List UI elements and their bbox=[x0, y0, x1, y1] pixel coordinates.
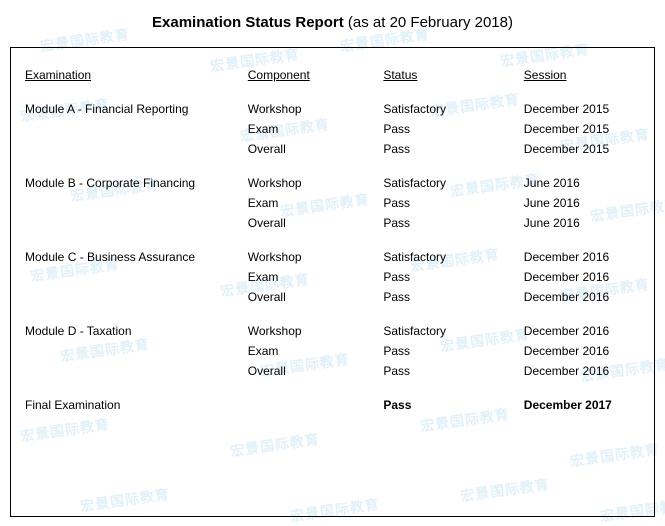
cell-examination: Module C - Business Assurance bbox=[25, 248, 248, 266]
cell-component: Exam bbox=[248, 342, 384, 360]
cell-examination bbox=[25, 268, 248, 286]
cell-status: Pass bbox=[383, 268, 523, 286]
table-row: OverallPassDecember 2015 bbox=[25, 140, 640, 158]
title-main: Examination Status Report bbox=[152, 14, 344, 31]
cell-examination: Module D - Taxation bbox=[25, 322, 248, 340]
table-row: ExamPassJune 2016 bbox=[25, 194, 640, 212]
cell-status: Pass bbox=[383, 214, 523, 232]
cell-status: Satisfactory bbox=[383, 248, 523, 266]
cell-session: June 2016 bbox=[524, 214, 640, 232]
cell-session: December 2016 bbox=[524, 268, 640, 286]
cell-examination bbox=[25, 120, 248, 138]
table-row: Module C - Business AssuranceWorkshopSat… bbox=[25, 248, 640, 266]
cell-component: Exam bbox=[248, 120, 384, 138]
cell-component: Overall bbox=[248, 140, 384, 158]
cell-examination bbox=[25, 194, 248, 212]
final-exam-name: Final Examination bbox=[25, 396, 248, 414]
table-row: OverallPassJune 2016 bbox=[25, 214, 640, 232]
cell-session: December 2015 bbox=[524, 140, 640, 158]
cell-component: Overall bbox=[248, 288, 384, 306]
cell-status: Pass bbox=[383, 120, 523, 138]
cell-session: December 2016 bbox=[524, 248, 640, 266]
cell-status: Satisfactory bbox=[383, 174, 523, 192]
table-row: Module B - Corporate FinancingWorkshopSa… bbox=[25, 174, 640, 192]
cell-examination bbox=[25, 140, 248, 158]
table-row: Module A - Financial ReportingWorkshopSa… bbox=[25, 100, 640, 118]
cell-component: Workshop bbox=[248, 100, 384, 118]
cell-status: Pass bbox=[383, 194, 523, 212]
cell-session: June 2016 bbox=[524, 194, 640, 212]
table-row: ExamPassDecember 2016 bbox=[25, 342, 640, 360]
cell-session: December 2015 bbox=[524, 100, 640, 118]
cell-component: Overall bbox=[248, 214, 384, 232]
cell-examination: Module B - Corporate Financing bbox=[25, 174, 248, 192]
cell-status: Satisfactory bbox=[383, 100, 523, 118]
table-row: ExamPassDecember 2016 bbox=[25, 268, 640, 286]
cell-status: Pass bbox=[383, 362, 523, 380]
report-box: Examination Component Status Session Mod… bbox=[10, 47, 655, 517]
final-exam-status: Pass bbox=[383, 396, 523, 414]
final-exam-session: December 2017 bbox=[524, 396, 640, 414]
table-row: Module D - TaxationWorkshopSatisfactoryD… bbox=[25, 322, 640, 340]
cell-session: December 2015 bbox=[524, 120, 640, 138]
cell-session: June 2016 bbox=[524, 174, 640, 192]
table-header-row: Examination Component Status Session bbox=[25, 66, 640, 84]
cell-status: Pass bbox=[383, 342, 523, 360]
cell-examination: Module A - Financial Reporting bbox=[25, 100, 248, 118]
cell-examination bbox=[25, 288, 248, 306]
cell-session: December 2016 bbox=[524, 288, 640, 306]
cell-session: December 2016 bbox=[524, 342, 640, 360]
cell-component: Exam bbox=[248, 194, 384, 212]
table-row: OverallPassDecember 2016 bbox=[25, 288, 640, 306]
cell-session: December 2016 bbox=[524, 322, 640, 340]
cell-status: Satisfactory bbox=[383, 322, 523, 340]
col-component: Component bbox=[248, 66, 384, 84]
cell-component: Workshop bbox=[248, 174, 384, 192]
cell-status: Pass bbox=[383, 288, 523, 306]
cell-component: Overall bbox=[248, 362, 384, 380]
cell-component: Workshop bbox=[248, 248, 384, 266]
cell-examination bbox=[25, 362, 248, 380]
title-date: (as at 20 February 2018) bbox=[344, 14, 513, 31]
cell-examination bbox=[25, 214, 248, 232]
col-examination: Examination bbox=[25, 66, 248, 84]
col-status: Status bbox=[383, 66, 523, 84]
col-session: Session bbox=[524, 66, 640, 84]
cell-component: Workshop bbox=[248, 322, 384, 340]
cell-status: Pass bbox=[383, 140, 523, 158]
final-exam-row: Final Examination Pass December 2017 bbox=[25, 396, 640, 414]
table-row: OverallPassDecember 2016 bbox=[25, 362, 640, 380]
cell-component: Exam bbox=[248, 268, 384, 286]
cell-session: December 2016 bbox=[524, 362, 640, 380]
final-exam-component bbox=[248, 396, 384, 414]
cell-examination bbox=[25, 342, 248, 360]
table-row: ExamPassDecember 2015 bbox=[25, 120, 640, 138]
report-title: Examination Status Report (as at 20 Febr… bbox=[0, 0, 665, 41]
